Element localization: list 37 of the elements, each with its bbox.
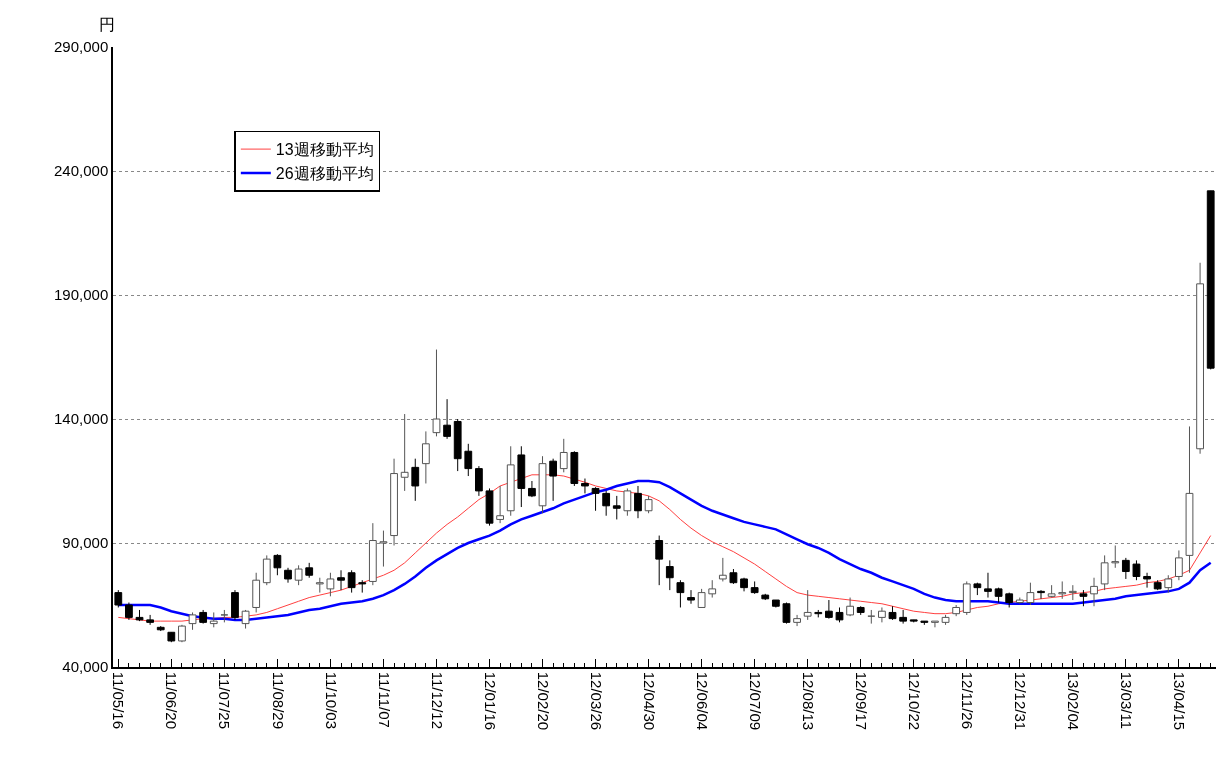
x-tick-label: 12/04/30 — [640, 671, 658, 731]
candlestick — [687, 589, 695, 605]
x-tick-label: 11/06/20 — [163, 671, 181, 730]
y-tick-label: 290,000 — [54, 38, 109, 56]
x-tick-label: 12/12/31 — [1011, 671, 1029, 731]
x-tick-label: 11/05/16 — [110, 671, 128, 730]
y-tick-label: 40,000 — [62, 658, 109, 676]
x-tick-label: 11/10/03 — [322, 671, 340, 730]
x-tick-label: 12/07/09 — [746, 671, 764, 731]
y-axis-title: 円 — [99, 16, 115, 33]
x-tick-label: 12/06/04 — [693, 671, 711, 731]
candlestick — [793, 614, 801, 627]
y-tick-label: 140,000 — [54, 410, 109, 428]
candlestick — [496, 485, 504, 524]
candlestick — [337, 569, 345, 591]
x-tick-label: 12/03/26 — [587, 671, 605, 731]
y-tick-label: 240,000 — [54, 162, 109, 180]
legend-label: 13週移動平均 — [275, 141, 374, 159]
x-tick-label: 13/02/04 — [1064, 671, 1082, 731]
x-tick-label: 12/01/16 — [481, 671, 499, 731]
x-tick-label: 11/11/07 — [375, 671, 393, 728]
x-tick-label: 13/04/15 — [1171, 671, 1189, 731]
x-tick-label: 12/09/17 — [852, 671, 870, 731]
x-tick-label: 13/03/11 — [1117, 671, 1135, 730]
candlestick — [984, 572, 992, 599]
x-tick-label: 12/08/13 — [799, 671, 817, 731]
x-tick-label: 12/11/26 — [958, 671, 976, 730]
x-tick-label: 12/02/20 — [534, 671, 552, 731]
candlestick — [1174, 549, 1183, 581]
y-tick-label: 90,000 — [62, 534, 109, 552]
x-tick-label: 11/12/12 — [428, 671, 446, 730]
legend-label: 26週移動平均 — [275, 165, 374, 183]
x-tick-label: 11/07/25 — [216, 671, 234, 730]
y-tick-label: 190,000 — [54, 286, 109, 304]
x-tick-label: 12/10/22 — [905, 671, 923, 731]
candlestick — [146, 614, 155, 626]
x-tick-label: 11/08/29 — [269, 671, 287, 730]
